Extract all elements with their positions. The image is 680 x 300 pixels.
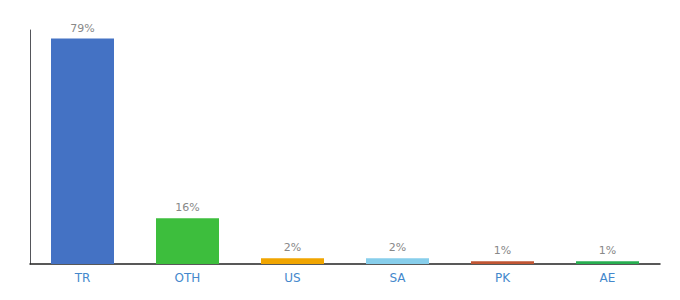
svg-text:16%: 16% [175, 201, 199, 214]
svg-text:79%: 79% [70, 22, 94, 35]
svg-text:2%: 2% [389, 241, 406, 254]
svg-text:US: US [284, 271, 300, 285]
svg-text:PK: PK [495, 271, 511, 285]
svg-text:SA: SA [389, 271, 406, 285]
svg-text:TR: TR [74, 271, 91, 285]
svg-text:1%: 1% [599, 244, 616, 257]
svg-text:1%: 1% [494, 244, 511, 257]
svg-text:AE: AE [600, 271, 616, 285]
svg-text:2%: 2% [284, 241, 301, 254]
svg-text:OTH: OTH [175, 271, 201, 285]
